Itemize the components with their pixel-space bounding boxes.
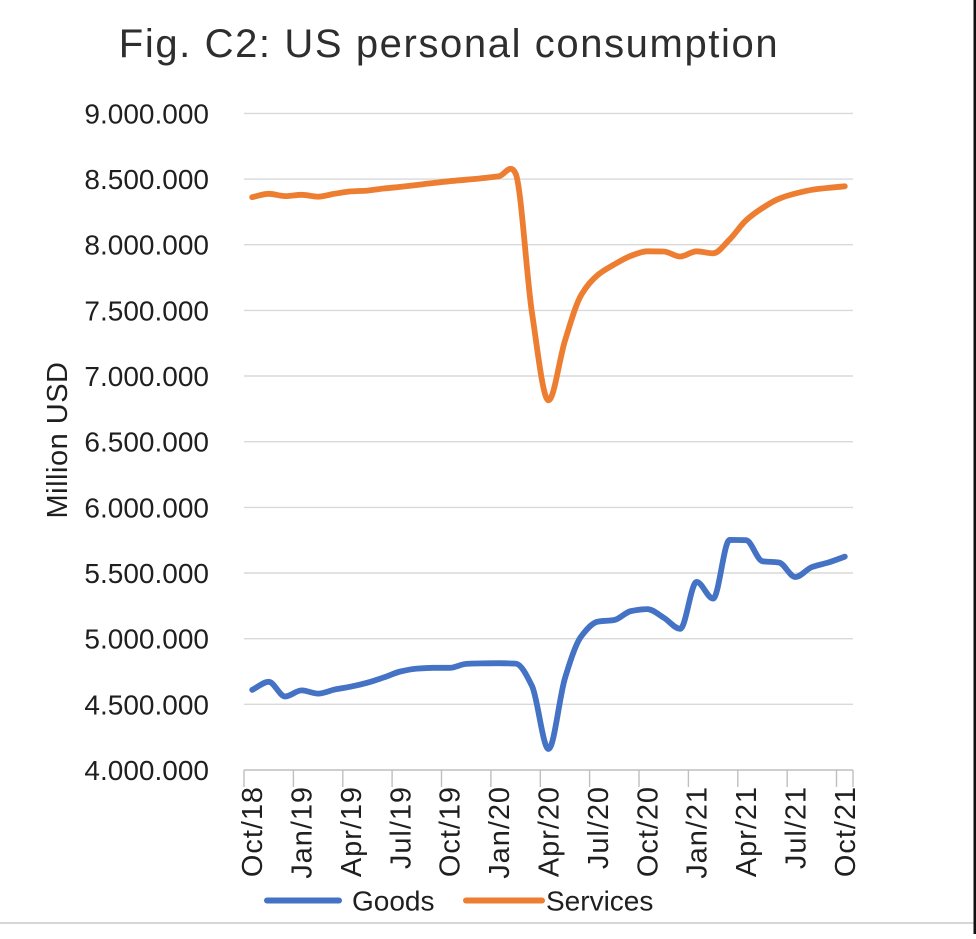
svg-text:Goods: Goods xyxy=(352,886,435,917)
svg-text:Jul/20: Jul/20 xyxy=(583,786,615,869)
svg-text:Apr/21: Apr/21 xyxy=(731,786,763,877)
svg-text:Apr/19: Apr/19 xyxy=(336,786,368,877)
svg-text:Jan/21: Jan/21 xyxy=(682,786,714,879)
svg-text:4.000.000: 4.000.000 xyxy=(84,755,209,786)
svg-text:Oct/20: Oct/20 xyxy=(632,786,664,877)
svg-text:Oct/19: Oct/19 xyxy=(435,786,467,877)
svg-text:5.500.000: 5.500.000 xyxy=(84,558,209,589)
svg-text:5.000.000: 5.000.000 xyxy=(84,624,209,655)
svg-text:Jan/20: Jan/20 xyxy=(484,786,516,879)
svg-text:4.500.000: 4.500.000 xyxy=(84,689,209,720)
svg-text:Oct/21: Oct/21 xyxy=(830,786,862,877)
svg-text:Million USD: Million USD xyxy=(42,362,74,519)
svg-text:Services: Services xyxy=(546,886,653,917)
svg-text:Oct/18: Oct/18 xyxy=(237,786,269,877)
svg-text:6.000.000: 6.000.000 xyxy=(84,492,209,523)
svg-text:9.000.000: 9.000.000 xyxy=(84,98,209,129)
svg-text:7.500.000: 7.500.000 xyxy=(84,295,209,326)
svg-text:8.500.000: 8.500.000 xyxy=(84,164,209,195)
svg-text:8.000.000: 8.000.000 xyxy=(84,230,209,261)
svg-text:7.000.000: 7.000.000 xyxy=(84,361,209,392)
svg-text:Jul/21: Jul/21 xyxy=(780,786,812,869)
svg-text:Jan/19: Jan/19 xyxy=(287,786,319,879)
svg-text:Jul/19: Jul/19 xyxy=(385,786,417,869)
svg-text:Apr/20: Apr/20 xyxy=(534,786,566,877)
svg-text:Fig. C2: US personal consumpti: Fig. C2: US personal consumption xyxy=(119,22,779,66)
svg-text:6.500.000: 6.500.000 xyxy=(84,427,209,458)
